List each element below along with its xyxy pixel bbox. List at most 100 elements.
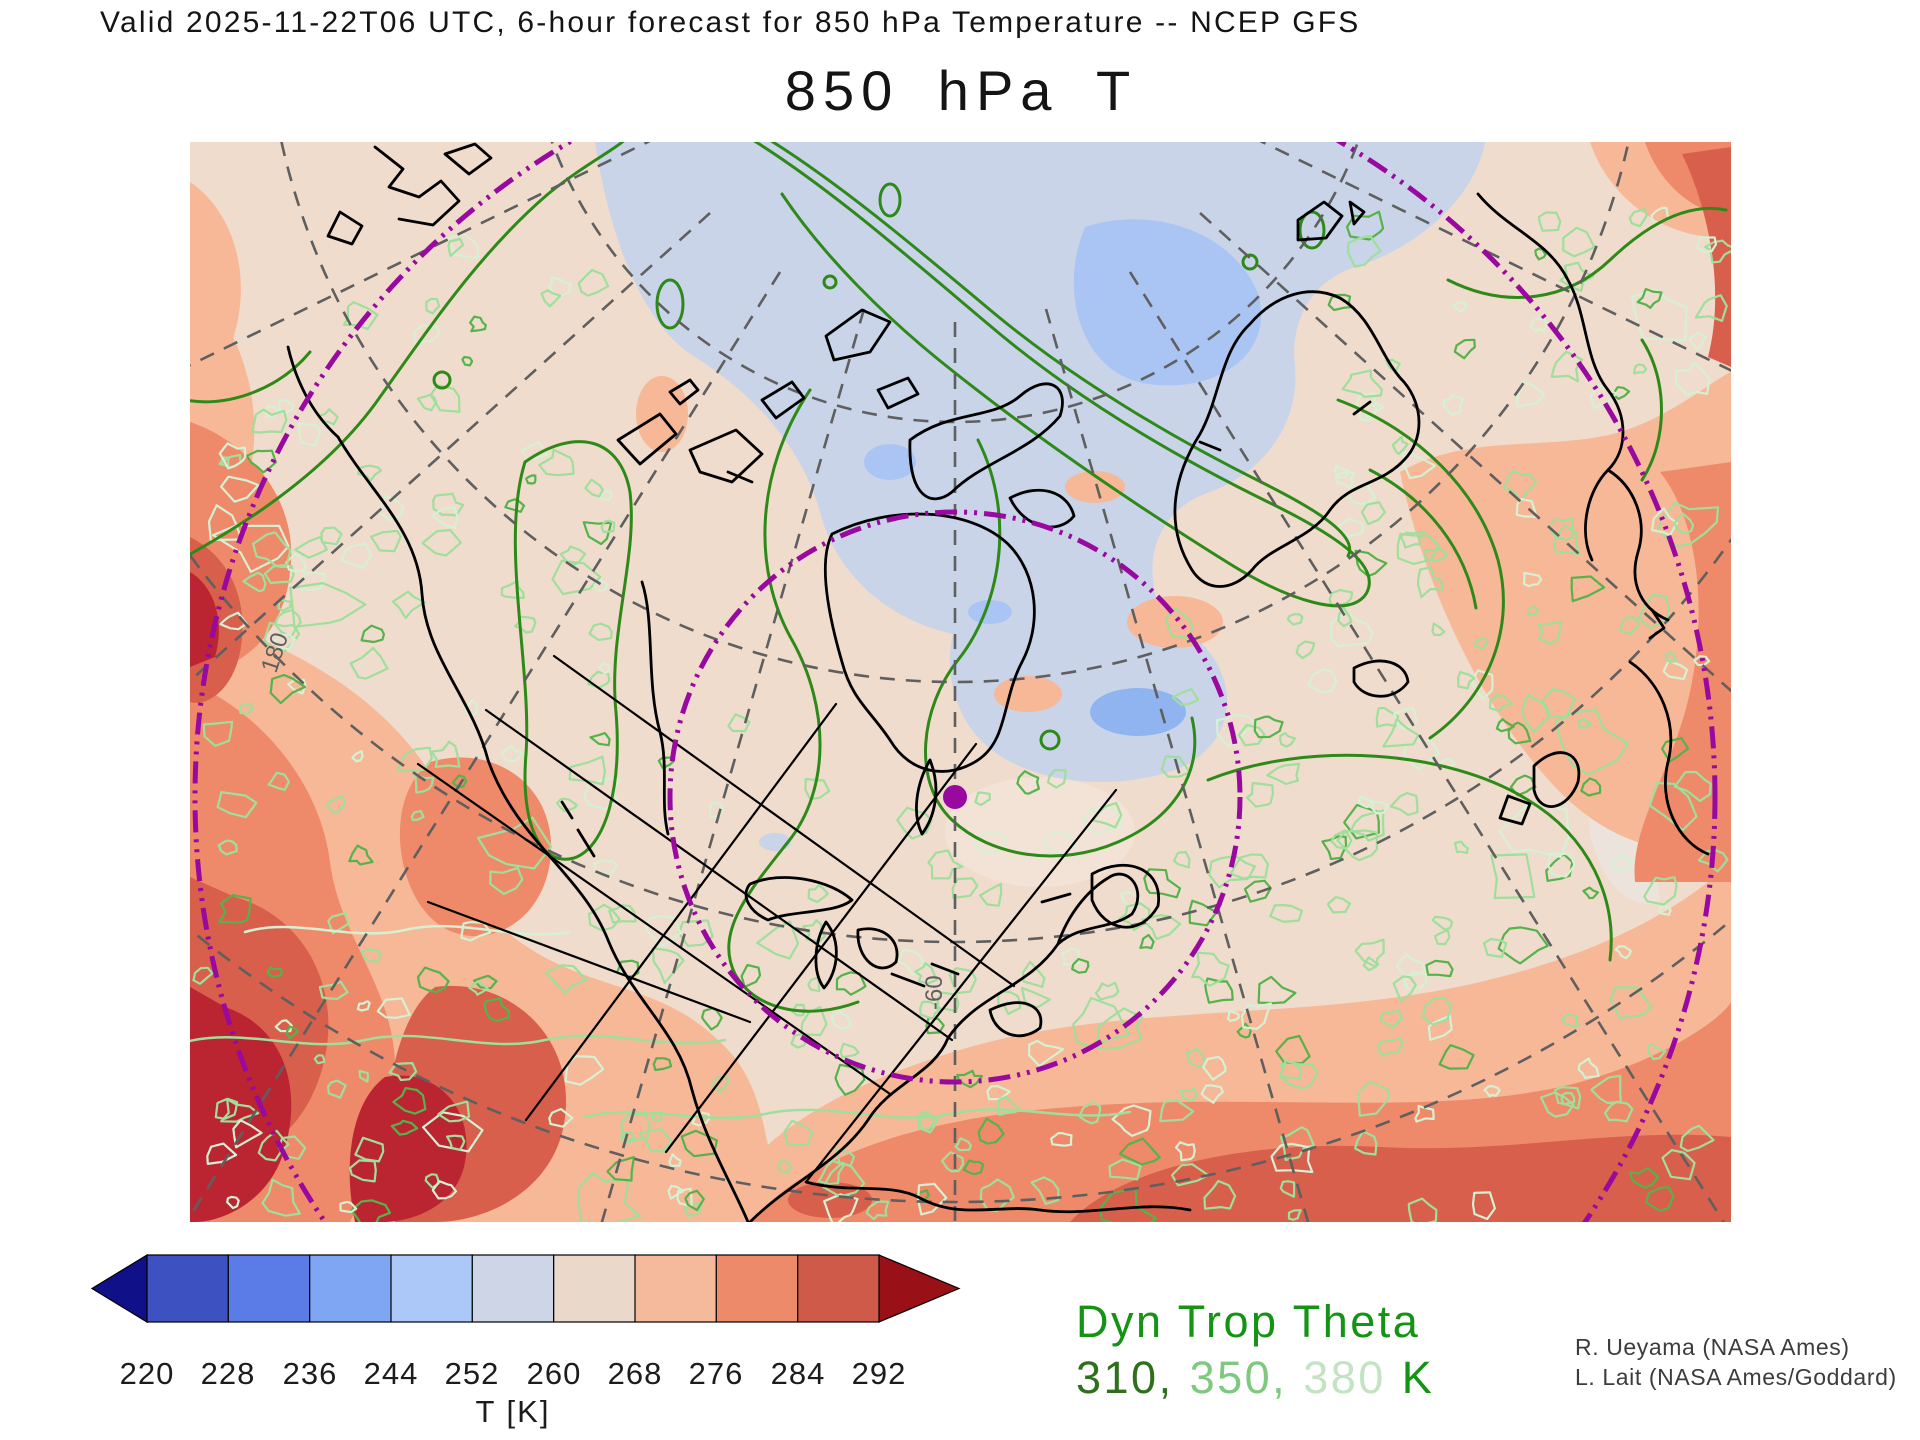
speckle-contour: [1160, 755, 1191, 778]
speckle-contour: [1295, 640, 1316, 660]
speckle-contour: [756, 920, 800, 960]
speckle-contour: [940, 1151, 965, 1173]
state-borders: [416, 654, 1118, 1184]
range-rings: [192, 142, 1718, 1222]
colorbar-under-arrow: [90, 1254, 148, 1324]
speckle-contour: [1253, 715, 1284, 739]
speckle-contour: [1096, 1007, 1144, 1050]
speckle-contour: [1537, 620, 1563, 646]
speckle-contour: [1522, 572, 1543, 588]
speckle-contour: [277, 398, 295, 414]
speckle-contour: [783, 1119, 814, 1146]
speckle-contour: [800, 1005, 828, 1037]
speckle-contour: [285, 552, 307, 572]
speckle-contour: [1243, 879, 1272, 903]
speckle-contour: [313, 1054, 326, 1065]
speckle-contour: [927, 849, 964, 880]
speckle-contour: [1392, 975, 1417, 1003]
speckle-contour: [1507, 721, 1532, 745]
speckle-contour: [1108, 1158, 1142, 1181]
speckle-contour: [451, 774, 468, 789]
speckle-contour: [1697, 848, 1729, 873]
speckle-contour: [1399, 530, 1426, 549]
speckle-contour: [391, 590, 426, 620]
speckle-contour: [1204, 977, 1234, 1004]
speckle-contour: [835, 971, 867, 996]
speckle-contour: [657, 756, 674, 770]
speckle-contour: [422, 1111, 484, 1153]
speckle-contour: [430, 740, 461, 768]
tropopause-380-waves: [243, 924, 572, 936]
speckle-contour: [865, 1200, 890, 1221]
speckle-contour: [727, 713, 751, 733]
speckle-contour: [414, 773, 435, 794]
speckle-contour: [1580, 777, 1602, 797]
speckle-contour: [356, 1000, 371, 1012]
speckle-contour: [1526, 605, 1540, 616]
speckle-contour: [1577, 718, 1592, 729]
credit-line-2: L. Lait (NASA Ames/Goddard): [1575, 1364, 1897, 1390]
speckle-contour: [273, 608, 302, 638]
speckle-contour: [914, 962, 938, 985]
speckle-contour: [326, 794, 346, 815]
speckle-contour: [1619, 616, 1640, 636]
speckle-contour: [1329, 611, 1374, 648]
colorbar-over-arrow: [878, 1254, 961, 1323]
speckle-contour: [1270, 1142, 1314, 1174]
speckle-contour: [1164, 607, 1194, 639]
speckle-contour: [1139, 933, 1155, 950]
speckle-contour: [1516, 380, 1546, 408]
speckle-contour: [606, 1156, 636, 1182]
speckle-contour: [318, 980, 349, 1000]
speckle-contour: [1170, 1163, 1210, 1187]
speckle-contour: [1636, 287, 1663, 309]
speckle-contour: [1334, 471, 1356, 489]
speckle-contour: [252, 531, 292, 567]
speckle-contour: [916, 1182, 948, 1216]
speckle-contour: [667, 1185, 685, 1200]
speckle-contour: [1612, 386, 1631, 400]
speckle-contour: [1229, 853, 1269, 880]
speckle-contour: [269, 673, 307, 705]
speckle-contour: [919, 1000, 943, 1021]
speckle-contour: [777, 1158, 792, 1174]
speckle-contour: [349, 646, 389, 680]
speckle-contour: [431, 1180, 458, 1200]
speckle-contour: [211, 523, 290, 573]
speckle-contour: [1645, 1186, 1675, 1212]
speckle-contour: [226, 1195, 240, 1210]
speckle-contour: [1245, 782, 1274, 808]
speckle-contour: [1433, 929, 1451, 946]
speckle-contour: [1648, 781, 1698, 832]
speckle-contour: [1453, 338, 1476, 360]
speckle-contour: [1650, 507, 1679, 536]
speckle-contour: [544, 964, 588, 995]
speckle-contour: [431, 506, 459, 529]
speckle-contour: [951, 877, 979, 899]
speckle-contour: [684, 1189, 705, 1212]
speckle-contour: [956, 1069, 983, 1089]
speckle-contour: [1662, 659, 1689, 681]
speckle-contour: [1191, 951, 1230, 987]
speckle-contour: [219, 611, 248, 631]
speckle-contour: [1185, 1048, 1206, 1068]
warm-patches: [636, 376, 1223, 712]
speckle-contour: [1016, 770, 1040, 795]
speckle-contour: [1643, 876, 1678, 906]
speckle-contour: [1143, 868, 1182, 899]
speckle-contour: [1679, 1124, 1715, 1153]
speckle-contour: [1202, 1055, 1227, 1081]
speckle-contour: [1330, 829, 1353, 850]
speckle-contour: [1336, 829, 1378, 862]
speckle-contour: [1646, 1042, 1667, 1061]
speckle-contour: [538, 448, 575, 477]
credits: R. Ueyama (NASA Ames) L. Lait (NASA Ames…: [1575, 1332, 1897, 1392]
speckle-contour: [277, 598, 293, 612]
speckle-contour: [822, 1161, 866, 1198]
speckle-contour: [1393, 706, 1419, 731]
speckle-contour: [266, 966, 284, 978]
speckle-contour: [1287, 1209, 1302, 1221]
speckle-contour: [1354, 1130, 1378, 1156]
speckle-contour: [680, 1129, 718, 1158]
speckle-contour: [350, 1199, 392, 1222]
